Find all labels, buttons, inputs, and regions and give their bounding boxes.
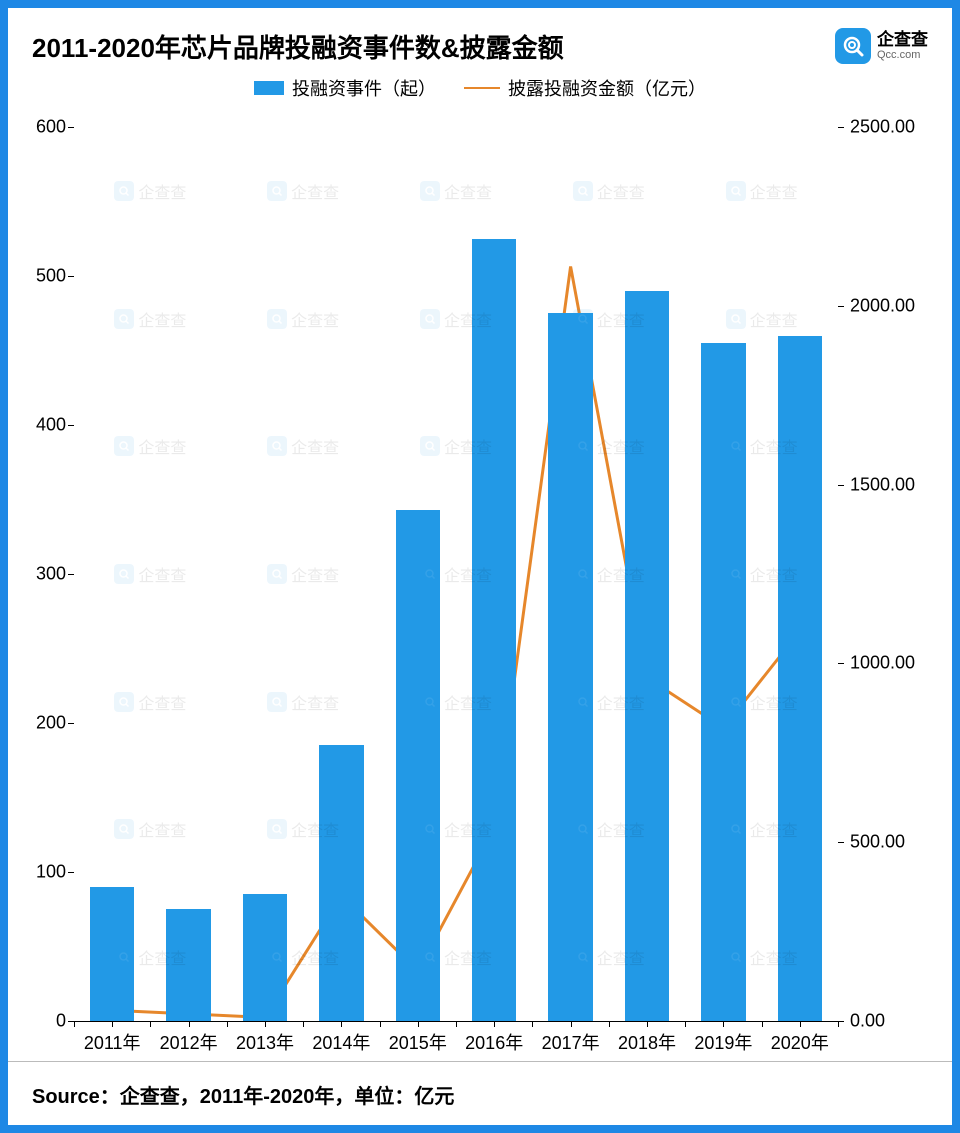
x-category-label: 2019年 — [694, 1029, 752, 1055]
legend-bar-swatch-icon — [254, 81, 284, 95]
bar — [778, 336, 822, 1021]
bar — [625, 291, 669, 1021]
bar — [319, 745, 363, 1021]
chart-area: 企查查企查查企查查企查查企查查企查查企查查企查查企查查企查查企查查企查查企查查企… — [32, 107, 928, 1061]
y-left-tick — [68, 276, 74, 277]
x-tick — [189, 1021, 190, 1027]
x-tick-boundary — [380, 1021, 381, 1027]
bar — [548, 313, 592, 1021]
x-tick — [723, 1021, 724, 1027]
y-right-tick-label: 0.00 — [850, 1011, 885, 1032]
x-tick — [112, 1021, 113, 1027]
x-tick-boundary — [838, 1021, 839, 1027]
x-category-label: 2012年 — [160, 1029, 218, 1055]
y-right-tick-label: 2000.00 — [850, 295, 915, 316]
x-category-label: 2020年 — [771, 1029, 829, 1055]
y-left-tick — [68, 127, 74, 128]
y-right-tick — [838, 306, 844, 307]
y-right-tick — [838, 663, 844, 664]
bar — [243, 894, 287, 1021]
y-left-tick — [68, 872, 74, 873]
legend-line-label: 披露投融资金额（亿元） — [508, 75, 706, 101]
brand-block: 企查查 Qcc.com — [835, 28, 928, 64]
bar — [166, 909, 210, 1021]
plot-region — [74, 127, 838, 1021]
brand-logo-icon — [835, 28, 871, 64]
legend-item-line: 披露投融资金额（亿元） — [464, 75, 706, 101]
y-right-tick-label: 2500.00 — [850, 117, 915, 138]
legend-line-swatch-icon — [464, 87, 500, 89]
brand-domain: Qcc.com — [877, 49, 928, 61]
y-left-tick — [68, 425, 74, 426]
y-left-tick-label: 600 — [32, 117, 66, 138]
y-left-tick — [68, 574, 74, 575]
x-tick — [265, 1021, 266, 1027]
x-tick-boundary — [609, 1021, 610, 1027]
x-tick-boundary — [456, 1021, 457, 1027]
x-tick — [341, 1021, 342, 1027]
brand-name: 企查查 — [877, 31, 928, 50]
bar — [396, 510, 440, 1021]
x-tick-boundary — [685, 1021, 686, 1027]
x-tick-boundary — [532, 1021, 533, 1027]
y-left-tick — [68, 723, 74, 724]
chart-frame: 2011-2020年芯片品牌投融资事件数&披露金额 企查查 Qcc.com 投融… — [0, 0, 960, 1133]
bar — [701, 343, 745, 1021]
legend-item-bar: 投融资事件（起） — [254, 75, 436, 101]
x-tick — [647, 1021, 648, 1027]
x-tick — [494, 1021, 495, 1027]
x-category-label: 2013年 — [236, 1029, 294, 1055]
y-right-tick-label: 500.00 — [850, 832, 905, 853]
y-right-tick-label: 1000.00 — [850, 653, 915, 674]
x-tick-boundary — [74, 1021, 75, 1027]
x-category-label: 2017年 — [542, 1029, 600, 1055]
x-category-label: 2015年 — [389, 1029, 447, 1055]
y-left-tick-label: 200 — [32, 713, 66, 734]
x-tick-boundary — [150, 1021, 151, 1027]
y-left-tick-label: 300 — [32, 564, 66, 585]
x-category-label: 2016年 — [465, 1029, 523, 1055]
legend-bar-label: 投融资事件（起） — [292, 75, 436, 101]
x-tick-boundary — [762, 1021, 763, 1027]
x-tick — [800, 1021, 801, 1027]
header-row: 2011-2020年芯片品牌投融资事件数&披露金额 企查查 Qcc.com — [32, 28, 928, 65]
x-category-label: 2014年 — [312, 1029, 370, 1055]
y-right-tick — [838, 485, 844, 486]
bar — [472, 239, 516, 1021]
y-right-tick-label: 1500.00 — [850, 474, 915, 495]
footer-source: Source：企查查，2011年-2020年，单位：亿元 — [32, 1062, 928, 1125]
x-tick — [418, 1021, 419, 1027]
y-right-tick — [838, 127, 844, 128]
bar — [90, 887, 134, 1021]
y-left-tick-label: 100 — [32, 862, 66, 883]
y-left-tick-label: 500 — [32, 266, 66, 287]
chart-title: 2011-2020年芯片品牌投融资事件数&披露金额 — [32, 28, 564, 65]
x-tick-boundary — [227, 1021, 228, 1027]
x-category-label: 2011年 — [84, 1029, 141, 1055]
legend: 投融资事件（起） 披露投融资金额（亿元） — [32, 75, 928, 101]
x-category-label: 2018年 — [618, 1029, 676, 1055]
y-right-tick — [838, 842, 844, 843]
x-tick — [571, 1021, 572, 1027]
y-left-tick-label: 0 — [32, 1011, 66, 1032]
y-left-tick-label: 400 — [32, 415, 66, 436]
x-tick-boundary — [303, 1021, 304, 1027]
